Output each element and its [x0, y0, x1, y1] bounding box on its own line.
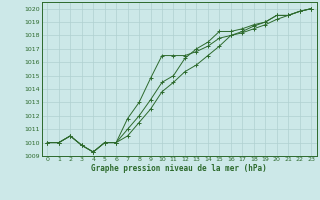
- X-axis label: Graphe pression niveau de la mer (hPa): Graphe pression niveau de la mer (hPa): [91, 164, 267, 173]
